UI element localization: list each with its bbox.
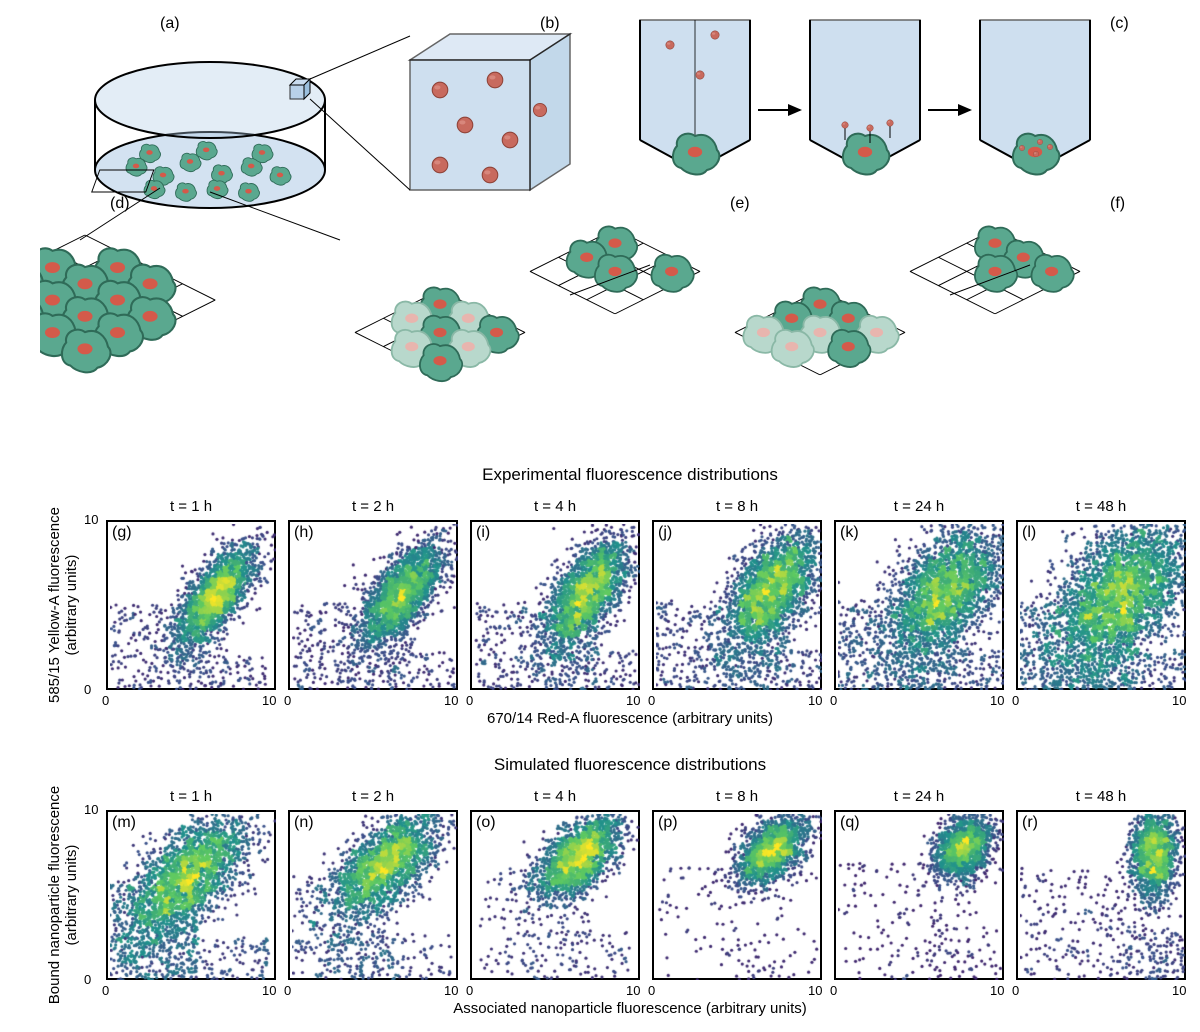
- xtick: 0: [284, 693, 291, 708]
- scatter-canvas-o: [474, 814, 640, 980]
- schematic-svg: [40, 10, 1160, 430]
- time-label-n: t = 2 h: [288, 788, 458, 805]
- scatter-o: [470, 810, 640, 980]
- scatter-canvas-n: [292, 814, 458, 980]
- scatter-canvas-p: [656, 814, 822, 980]
- time-label-j: t = 8 h: [652, 498, 822, 515]
- panel-label-q: (q): [840, 814, 860, 832]
- ytick: 10: [84, 512, 98, 527]
- panel-label-b: (b): [540, 15, 560, 33]
- panel-label-p: (p): [658, 814, 678, 832]
- panel-label-a: (a): [160, 15, 180, 33]
- time-label-o: t = 4 h: [470, 788, 640, 805]
- time-label-q: t = 24 h: [834, 788, 1004, 805]
- xtick: 10: [990, 983, 1004, 998]
- xtick: 0: [284, 983, 291, 998]
- scatter-canvas-j: [656, 524, 822, 690]
- scatter-j: [652, 520, 822, 690]
- time-label-m: t = 1 h: [106, 788, 276, 805]
- panel-b-cube: [410, 34, 570, 190]
- ytick: 10: [84, 802, 98, 817]
- exp-xlabel: 670/14 Red-A fluorescence (arbitrary uni…: [80, 710, 1180, 727]
- panel-label-c: (c): [1110, 15, 1129, 33]
- time-label-h: t = 2 h: [288, 498, 458, 515]
- xtick: 10: [262, 983, 276, 998]
- scatter-h: [288, 520, 458, 690]
- scatter-n: [288, 810, 458, 980]
- scatter-canvas-q: [838, 814, 1004, 980]
- scatter-l: [1016, 520, 1186, 690]
- scatter-g: [106, 520, 276, 690]
- xtick: 10: [444, 983, 458, 998]
- xtick: 0: [830, 693, 837, 708]
- panel-label-h: (h): [294, 524, 314, 542]
- sim-row-title: Simulated fluorescence distributions: [80, 755, 1180, 775]
- panel-label-o: (o): [476, 814, 496, 832]
- xtick: 0: [1012, 983, 1019, 998]
- xtick: 10: [1172, 693, 1186, 708]
- sim-ylabel-text: Bound nanoparticle fluorescence (arbitra…: [46, 786, 80, 1004]
- exp-ylabel: 585/15 Yellow-A fluorescence (arbitrary …: [46, 490, 80, 720]
- panel-label-r: (r): [1022, 814, 1038, 832]
- time-label-l: t = 48 h: [1016, 498, 1186, 515]
- scatter-canvas-k: [838, 524, 1004, 690]
- scatter-canvas-r: [1020, 814, 1186, 980]
- xtick: 10: [626, 983, 640, 998]
- xtick: 10: [626, 693, 640, 708]
- sim-xlabel: Associated nanoparticle fluorescence (ar…: [80, 1000, 1180, 1017]
- exp-ylabel-text: 585/15 Yellow-A fluorescence (arbitrary …: [46, 507, 80, 703]
- scatter-m: [106, 810, 276, 980]
- scatter-p: [652, 810, 822, 980]
- panel-label-m: (m): [112, 814, 136, 832]
- xtick: 0: [1012, 693, 1019, 708]
- panel-e-grids: [355, 226, 700, 381]
- scatter-canvas-h: [292, 524, 458, 690]
- panel-label-i: (i): [476, 524, 490, 542]
- panel-label-j: (j): [658, 524, 672, 542]
- time-label-g: t = 1 h: [106, 498, 276, 515]
- panel-c-sequence: [640, 20, 1090, 174]
- panel-label-d: (d): [110, 195, 130, 213]
- ytick: 0: [84, 972, 91, 987]
- xtick: 10: [808, 693, 822, 708]
- panel-a-dish: [95, 36, 410, 208]
- xtick: 0: [648, 693, 655, 708]
- panel-d-grid: [40, 235, 215, 372]
- xtick: 10: [262, 693, 276, 708]
- scatter-r: [1016, 810, 1186, 980]
- sim-ylabel: Bound nanoparticle fluorescence (arbitra…: [46, 780, 80, 1010]
- ytick: 0: [84, 682, 91, 697]
- xtick: 10: [990, 693, 1004, 708]
- panel-label-g: (g): [112, 524, 132, 542]
- panel-label-e: (e): [730, 195, 750, 213]
- time-label-k: t = 24 h: [834, 498, 1004, 515]
- scatter-canvas-g: [110, 524, 276, 690]
- xtick: 0: [102, 693, 109, 708]
- panel-label-l: (l): [1022, 524, 1036, 542]
- scatter-q: [834, 810, 1004, 980]
- time-label-p: t = 8 h: [652, 788, 822, 805]
- scatter-canvas-m: [110, 814, 276, 980]
- xtick: 0: [830, 983, 837, 998]
- scatter-canvas-l: [1020, 524, 1186, 690]
- exp-row-title: Experimental fluorescence distributions: [80, 465, 1180, 485]
- panel-f-grids: [735, 226, 1080, 374]
- xtick: 0: [466, 693, 473, 708]
- xtick: 10: [808, 983, 822, 998]
- panel-label-k: (k): [840, 524, 859, 542]
- xtick: 10: [444, 693, 458, 708]
- figure-root: (a) (b) (c) (d) (e) (f): [0, 0, 1200, 1032]
- xtick: 0: [466, 983, 473, 998]
- xtick: 0: [648, 983, 655, 998]
- panel-label-n: (n): [294, 814, 314, 832]
- xtick: 10: [1172, 983, 1186, 998]
- xtick: 0: [102, 983, 109, 998]
- time-label-r: t = 48 h: [1016, 788, 1186, 805]
- scatter-canvas-i: [474, 524, 640, 690]
- time-label-i: t = 4 h: [470, 498, 640, 515]
- scatter-k: [834, 520, 1004, 690]
- scatter-i: [470, 520, 640, 690]
- panel-label-f: (f): [1110, 195, 1125, 213]
- schematic-area: (a) (b) (c) (d) (e) (f): [40, 10, 1160, 430]
